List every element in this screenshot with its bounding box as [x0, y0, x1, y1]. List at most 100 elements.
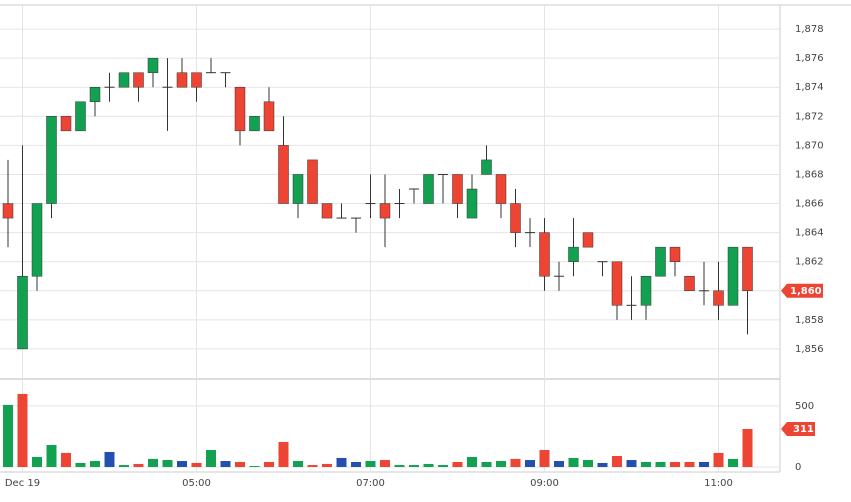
- volume-bar: [612, 456, 622, 467]
- candle-body: [495, 174, 507, 204]
- volume-bar: [742, 429, 753, 467]
- volume-bar: [597, 462, 608, 467]
- y-tick-label: 1,868: [795, 169, 824, 180]
- volume-bar: [119, 465, 129, 467]
- y-tick-label: 1,874: [795, 82, 824, 93]
- volume-bar: [423, 463, 434, 467]
- volume-bar: [438, 465, 448, 467]
- volume-bar: [249, 466, 260, 467]
- candle-body: [554, 275, 564, 277]
- volume-bar: [61, 452, 71, 467]
- candle-body: [220, 72, 231, 74]
- candle-body: [278, 145, 289, 204]
- y-tick-label: 1,856: [795, 344, 824, 355]
- volume-bar: [220, 461, 231, 467]
- last-volume-badge: [781, 422, 815, 437]
- y-tick-label: 1,864: [795, 228, 824, 239]
- candle-body: [669, 246, 681, 262]
- candle-body: [46, 116, 57, 204]
- candle-body: [423, 174, 434, 204]
- volume-bar: [133, 463, 144, 467]
- volume-bar: [525, 460, 535, 467]
- volume-bar: [17, 393, 28, 467]
- candle-body: [582, 232, 594, 248]
- volume-bar: [177, 461, 187, 467]
- candle-body: [2, 203, 14, 219]
- volume-bar: [148, 458, 158, 467]
- candle-body: [597, 261, 608, 263]
- candle-body: [640, 275, 652, 306]
- candle-body: [263, 101, 275, 132]
- volume-bar: [293, 461, 303, 467]
- candle-body: [118, 72, 130, 88]
- volume-bar: [264, 461, 274, 467]
- candle-body: [611, 261, 623, 306]
- volume-bar: [626, 460, 637, 467]
- volume-bar: [394, 465, 405, 467]
- volume-bar: [641, 461, 651, 467]
- volume-bar: [510, 458, 521, 467]
- volume-bar: [467, 456, 477, 467]
- y-tick-label: 1,866: [795, 199, 824, 210]
- volume-bar: [235, 461, 245, 467]
- candle-body: [525, 232, 535, 234]
- volume-bar: [278, 441, 289, 467]
- candle-body: [365, 203, 376, 205]
- volume-bar: [3, 404, 13, 467]
- candle-body: [452, 174, 463, 204]
- volume-bar: [481, 461, 492, 467]
- candle-body: [321, 203, 333, 219]
- candle-body: [684, 275, 695, 292]
- candle-body: [191, 72, 202, 88]
- y-tick-label: 1,876: [795, 53, 824, 64]
- y-tick-label: 0: [795, 462, 801, 473]
- candle-body: [75, 101, 86, 132]
- candle-body: [655, 246, 666, 277]
- y-tick-label: 500: [795, 401, 814, 412]
- volume-bar: [162, 460, 173, 467]
- volume-bar: [32, 456, 42, 467]
- candle-body: [713, 290, 724, 306]
- volume-bar: [684, 461, 695, 467]
- candle-body: [234, 86, 246, 132]
- candle-body: [379, 203, 391, 219]
- candle-body: [699, 290, 709, 292]
- last-volume-label: 311: [793, 424, 814, 435]
- last-price-label: 1,860: [790, 286, 822, 297]
- x-tick-label: 09:00: [530, 478, 559, 489]
- volume-bar: [713, 452, 724, 467]
- volume-bar: [568, 457, 579, 467]
- volume-bar: [728, 458, 738, 467]
- candle-body: [466, 188, 478, 219]
- candle-body: [409, 188, 419, 190]
- y-tick-label: 1,862: [795, 257, 824, 268]
- volume-bar: [336, 457, 347, 467]
- candle-body: [510, 203, 521, 233]
- candle-body: [133, 72, 144, 88]
- candle-body: [481, 159, 492, 175]
- x-tick-label: Dec 19: [5, 478, 40, 489]
- volume-bar: [191, 462, 202, 467]
- x-tick-label: 05:00: [182, 478, 211, 489]
- volume-bar: [380, 460, 390, 467]
- volume-bar: [90, 461, 100, 467]
- candle-body: [438, 173, 448, 175]
- last-price-badge: [781, 283, 823, 298]
- volume-bar: [409, 465, 419, 467]
- volume-bar: [670, 461, 680, 467]
- volume-bar: [539, 450, 550, 467]
- candle-body: [89, 86, 101, 103]
- volume-bar: [365, 461, 376, 467]
- candle-body: [394, 203, 405, 205]
- candle-body: [206, 72, 216, 74]
- candle-body: [31, 203, 43, 277]
- candle-body: [568, 246, 579, 262]
- candle-body: [60, 116, 72, 132]
- candle-body: [104, 86, 115, 88]
- volume-bar: [452, 461, 463, 467]
- y-tick-label: 1,878: [795, 24, 824, 35]
- candle-body: [539, 232, 550, 277]
- volume-bar: [75, 462, 86, 467]
- volume-bar: [583, 460, 593, 467]
